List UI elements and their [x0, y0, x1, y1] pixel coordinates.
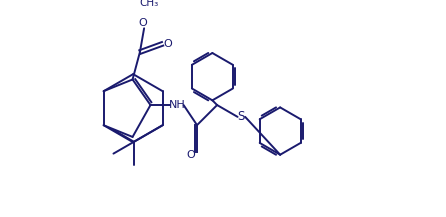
Text: CH₃: CH₃ [140, 0, 159, 8]
Text: O: O [139, 18, 148, 28]
Text: S: S [238, 110, 245, 123]
Text: NH: NH [169, 100, 186, 110]
Text: O: O [186, 150, 195, 160]
Text: O: O [163, 39, 172, 49]
